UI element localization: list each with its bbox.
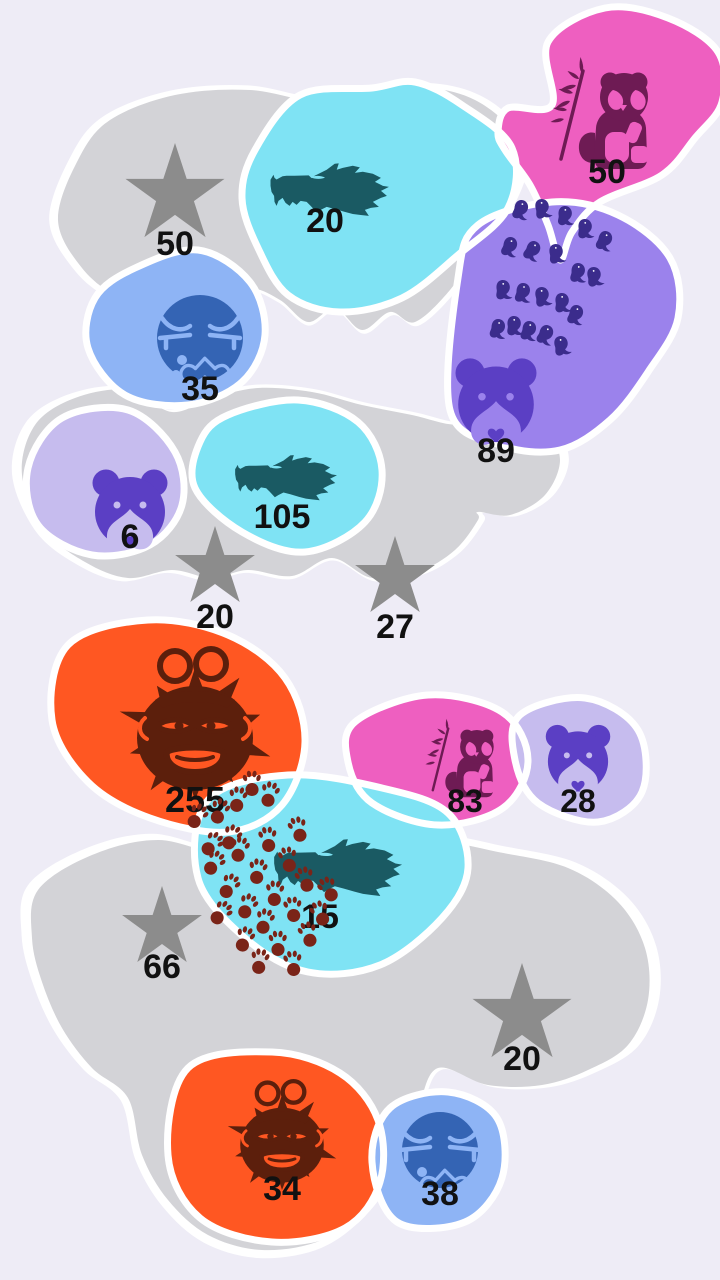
- svg-text:50: 50: [588, 153, 626, 191]
- svg-text:20: 20: [503, 1040, 541, 1078]
- svg-text:83: 83: [447, 783, 483, 819]
- svg-text:105: 105: [254, 498, 311, 536]
- svg-text:34: 34: [263, 1170, 301, 1208]
- svg-text:28: 28: [560, 783, 596, 819]
- svg-text:89: 89: [477, 432, 515, 470]
- svg-text:35: 35: [181, 370, 219, 408]
- svg-text:50: 50: [156, 225, 194, 263]
- svg-text:20: 20: [196, 598, 234, 636]
- svg-text:20: 20: [306, 202, 344, 240]
- svg-text:38: 38: [421, 1175, 459, 1213]
- svg-text:27: 27: [376, 608, 414, 646]
- svg-text:6: 6: [121, 518, 140, 556]
- svg-text:66: 66: [143, 948, 181, 986]
